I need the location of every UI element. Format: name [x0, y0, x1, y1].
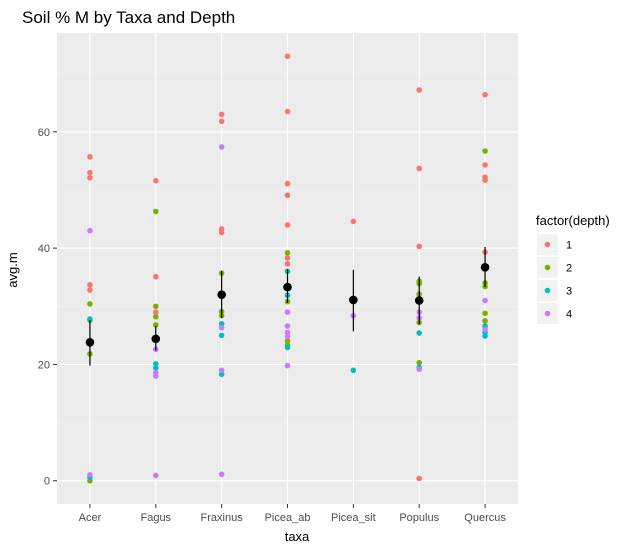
point-depth-3-Fagus: [152, 365, 159, 371]
point-depth-4-Quercus: [482, 297, 488, 304]
point-depth-1-Picea_sit: [350, 218, 357, 225]
mean-point-Fraxinus: [217, 290, 226, 299]
point-depth-1-Fraxinus: [218, 118, 225, 125]
point-depth-1-Picea_ab: [284, 192, 291, 199]
point-depth-3-Fagus: [152, 361, 159, 367]
point-depth-1-Acer: [87, 174, 93, 181]
point-depth-1-Populus: [416, 475, 423, 482]
point-depth-1-Populus: [416, 243, 423, 250]
point-depth-4-Fagus: [152, 373, 159, 379]
mean-error-bars: [85, 246, 490, 366]
legend-label-4: 4: [566, 309, 572, 321]
point-depth-2-Fagus: [152, 322, 159, 328]
point-depth-1-Fraxinus: [218, 229, 225, 236]
legend-swatch-2: [544, 264, 551, 271]
point-depth-2-Fagus: [152, 208, 159, 215]
point-depth-4-Acer: [87, 472, 93, 478]
y-axis: 0 20 40 60: [38, 127, 57, 488]
point-depth-4-Fraxinus: [218, 144, 225, 150]
mean-point-Fagus: [151, 334, 161, 344]
point-depth-3-Quercus: [482, 333, 488, 339]
point-depth-2-Quercus: [482, 318, 488, 324]
point-depth-1-Picea_ab: [284, 222, 291, 228]
point-depth-4-Fraxinus: [218, 325, 225, 331]
point-depth-2-Acer: [87, 301, 93, 307]
chart-title: Soil % M by Taxa and Depth: [22, 8, 235, 27]
point-depth-1-Picea_ab: [284, 261, 291, 267]
point-depth-2-Picea_ab: [284, 250, 291, 256]
y-tick-label-20: 20: [38, 359, 50, 371]
point-depth-2-Quercus: [482, 148, 488, 154]
point-depth-4-Picea_ab: [284, 329, 291, 336]
x-axis-title: taxa: [285, 529, 310, 544]
point-depth-4-Fraxinus: [218, 367, 225, 374]
point-depth-4-Picea_ab: [284, 362, 291, 369]
point-depth-1-Picea_ab: [284, 180, 291, 187]
point-depth-3-Picea_ab: [284, 344, 291, 351]
point-depth-3-Acer: [87, 316, 93, 322]
point-depth-3-Picea_sit: [350, 367, 357, 374]
point-depth-3-Fraxinus: [218, 320, 225, 327]
point-depth-1-Picea_ab: [284, 53, 291, 60]
point-depth-1-Populus: [416, 87, 423, 93]
legend-label-3: 3: [566, 286, 572, 298]
x-axis: Acer Fagus Fraxinus Picea_ab Picea_sit Populu…: [79, 504, 506, 524]
x-tick-label-Fagus: Fagus: [140, 512, 171, 524]
point-depth-3-Fraxinus: [218, 371, 225, 378]
x-tick-label-Picea_ab: Picea_ab: [265, 512, 311, 524]
mean-point-Acer: [85, 338, 95, 347]
point-depth-2-Quercus: [482, 310, 488, 317]
point-depth-1-Picea_ab: [284, 255, 291, 261]
point-depth-2-Fagus: [152, 313, 159, 320]
point-depth-1-Acer: [87, 281, 93, 288]
point-depth-4-Picea_ab: [284, 333, 291, 340]
point-depth-4-Quercus: [482, 326, 488, 333]
legend-swatch-4: [544, 310, 551, 317]
point-depth-4-Picea_ab: [284, 309, 291, 315]
point-depth-4-Picea_ab: [284, 323, 291, 329]
legend: factor(depth) 1 2 3 4: [536, 213, 610, 324]
point-depth-1-Quercus: [482, 162, 488, 168]
point-depth-4-Acer: [87, 227, 93, 234]
point-depth-1-Fagus: [152, 309, 159, 315]
point-depth-2-Fagus: [152, 303, 159, 310]
x-tick-label-Fraxinus: Fraxinus: [201, 512, 244, 524]
x-tick-label-Populus: Populus: [399, 512, 439, 524]
y-axis-title: avg.m: [5, 252, 20, 287]
x-tick-label-Acer: Acer: [79, 512, 102, 524]
x-tick-label-Picea_sit: Picea_sit: [331, 512, 376, 524]
legend-label-2: 2: [566, 263, 572, 275]
point-depth-1-Quercus: [482, 177, 488, 183]
y-tick-label-0: 0: [44, 476, 50, 488]
mean-point-Picea_sit: [349, 295, 358, 305]
legend-label-1: 1: [566, 240, 572, 252]
point-depth-1-Fagus: [152, 273, 159, 280]
point-depth-1-Acer: [87, 169, 93, 176]
legend-swatch-1: [544, 241, 551, 248]
point-depth-4-Populus: [416, 366, 423, 372]
point-depth-1-Populus: [416, 165, 423, 172]
point-depth-1-Quercus: [482, 91, 488, 98]
point-depth-4-Fraxinus: [218, 471, 225, 478]
y-tick-label-40: 40: [38, 243, 50, 255]
point-depth-2-Picea_ab: [284, 338, 291, 344]
point-depth-2-Populus: [416, 359, 423, 366]
x-tick-label-Quercus: Quercus: [464, 512, 506, 524]
legend-swatch-3: [544, 287, 551, 294]
y-tick-label-60: 60: [38, 127, 50, 139]
point-depth-3-Populus: [416, 330, 423, 336]
point-depth-1-Acer: [87, 287, 93, 293]
point-depth-1-Picea_ab: [284, 108, 291, 115]
mean-point-Quercus: [480, 263, 490, 272]
mean-point-Populus: [414, 296, 424, 305]
point-depth-1-Acer: [87, 154, 93, 160]
mean-point-Picea_ab: [283, 282, 292, 292]
point-depth-1-Fraxinus: [218, 111, 225, 118]
legend-title: factor(depth): [536, 213, 610, 228]
point-depth-3-Fraxinus: [218, 332, 225, 339]
point-depth-1-Fagus: [152, 177, 159, 184]
point-depth-4-Fagus: [152, 472, 159, 479]
